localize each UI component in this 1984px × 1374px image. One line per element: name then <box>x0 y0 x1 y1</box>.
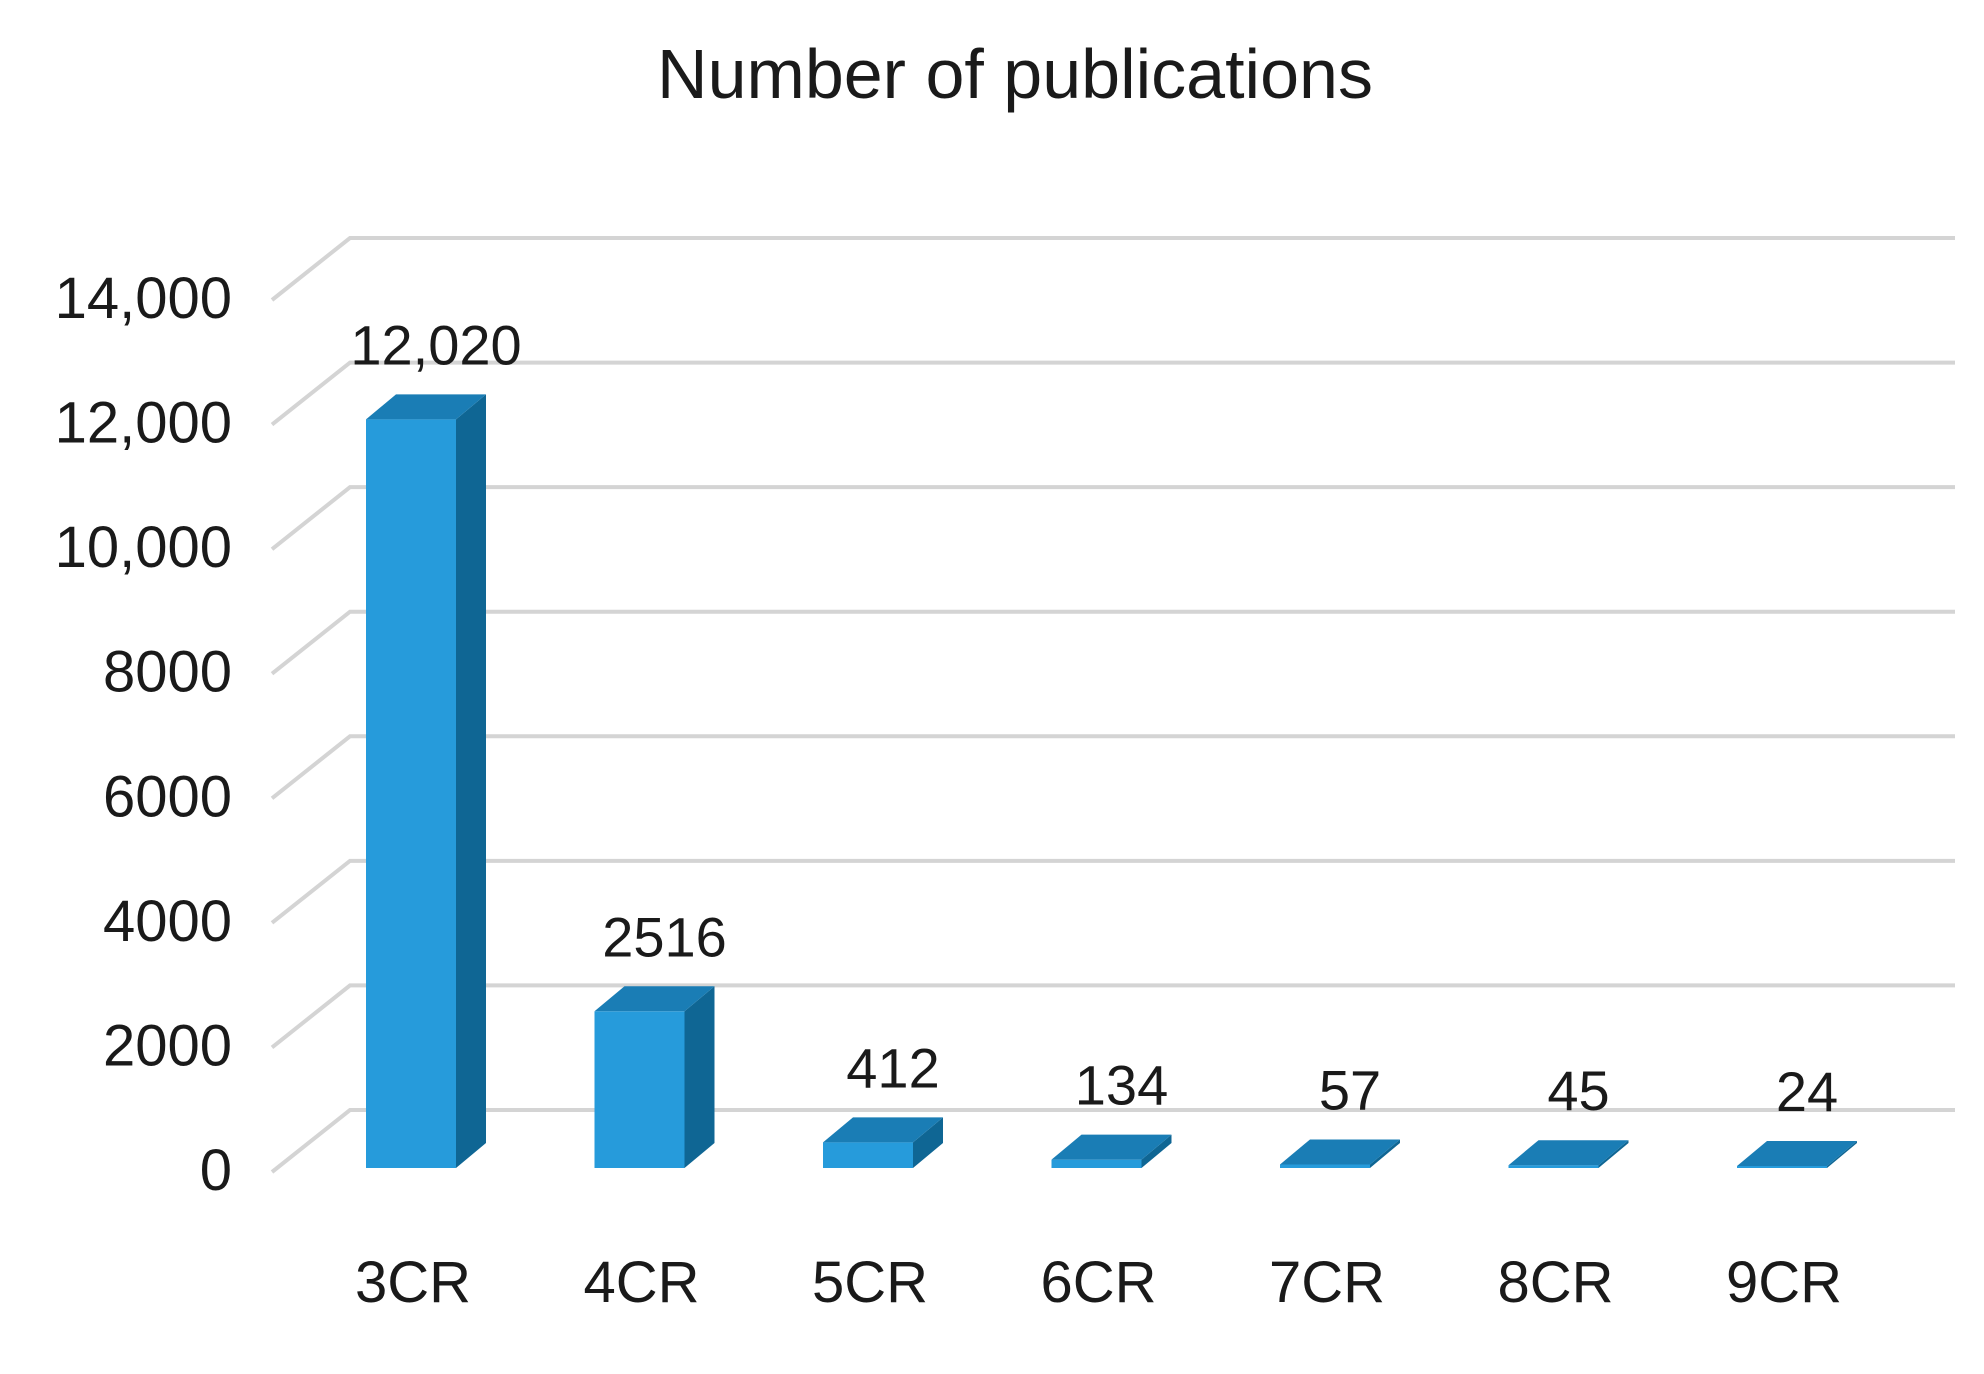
bar-front <box>823 1142 913 1168</box>
bar-side <box>1827 1141 1857 1168</box>
data-label: 24 <box>1776 1060 1838 1123</box>
category-label: 8CR <box>1497 1250 1613 1315</box>
bar-side <box>1141 1134 1172 1168</box>
bar-side <box>684 986 715 1168</box>
data-label: 12,020 <box>350 313 521 376</box>
gridline <box>270 609 1955 676</box>
bar-6CR <box>1051 1134 1172 1168</box>
gridline <box>270 485 1955 551</box>
gridline <box>270 983 1955 1049</box>
bar-front <box>594 1011 685 1168</box>
bar-8CR <box>1508 1140 1629 1168</box>
gridline <box>270 1108 1955 1174</box>
y-tick-label: 10,000 <box>55 515 232 580</box>
bar-side <box>456 394 486 1169</box>
gridline <box>270 236 1955 302</box>
bar-top <box>823 1117 943 1143</box>
y-tick-label: 4000 <box>103 889 232 954</box>
category-label: 6CR <box>1040 1250 1156 1315</box>
bar-front <box>1737 1166 1827 1168</box>
data-label: 57 <box>1319 1058 1381 1121</box>
x-axis-categories: 3CR 4CR 5CR 6CR 7CR 8CR 9CR <box>355 1250 1842 1315</box>
chart-title: Number of publications <box>657 35 1373 113</box>
y-tick-label: 2000 <box>103 1013 232 1078</box>
y-tick-label: 14,000 <box>55 266 232 331</box>
bar-front <box>1051 1159 1142 1168</box>
y-axis-ticks: 0 2000 4000 6000 8000 10,000 12,000 14,000 <box>55 266 232 1203</box>
bar-front <box>1508 1165 1599 1168</box>
bar-4CR <box>594 986 715 1168</box>
data-label: 412 <box>846 1036 939 1099</box>
bar-side <box>1598 1140 1629 1168</box>
category-label: 7CR <box>1269 1250 1385 1315</box>
bar-side <box>913 1117 943 1168</box>
bar-top <box>1737 1141 1857 1166</box>
bar-9CR <box>1737 1141 1857 1168</box>
y-tick-label: 6000 <box>103 764 232 829</box>
category-label: 3CR <box>355 1250 471 1315</box>
bar-top <box>1051 1134 1172 1160</box>
category-label: 4CR <box>583 1250 699 1315</box>
gridlines <box>270 236 1955 1174</box>
data-label: 134 <box>1075 1054 1168 1117</box>
bar-front <box>366 419 456 1169</box>
y-tick-label: 8000 <box>103 640 232 705</box>
data-label: 45 <box>1547 1059 1609 1122</box>
y-tick-label: 0 <box>200 1138 232 1203</box>
bars <box>366 394 1857 1169</box>
bar-front <box>1280 1164 1370 1168</box>
bar-top <box>1508 1140 1629 1166</box>
bar-top <box>1280 1139 1400 1165</box>
bar-5CR <box>823 1117 943 1168</box>
category-label: 5CR <box>812 1250 928 1315</box>
bar-7CR <box>1280 1139 1400 1168</box>
data-label: 2516 <box>602 905 727 968</box>
gridline <box>270 858 1955 925</box>
bar-side <box>1370 1139 1400 1168</box>
bar-top <box>594 986 715 1012</box>
gridline <box>270 734 1955 800</box>
category-label: 9CR <box>1726 1250 1842 1315</box>
gridline <box>270 360 1955 427</box>
data-labels: 12,020 2516 412 134 57 45 24 <box>350 313 1838 1123</box>
bar-3CR <box>366 394 486 1169</box>
bar-top <box>366 394 486 420</box>
y-tick-label: 12,000 <box>55 391 232 456</box>
